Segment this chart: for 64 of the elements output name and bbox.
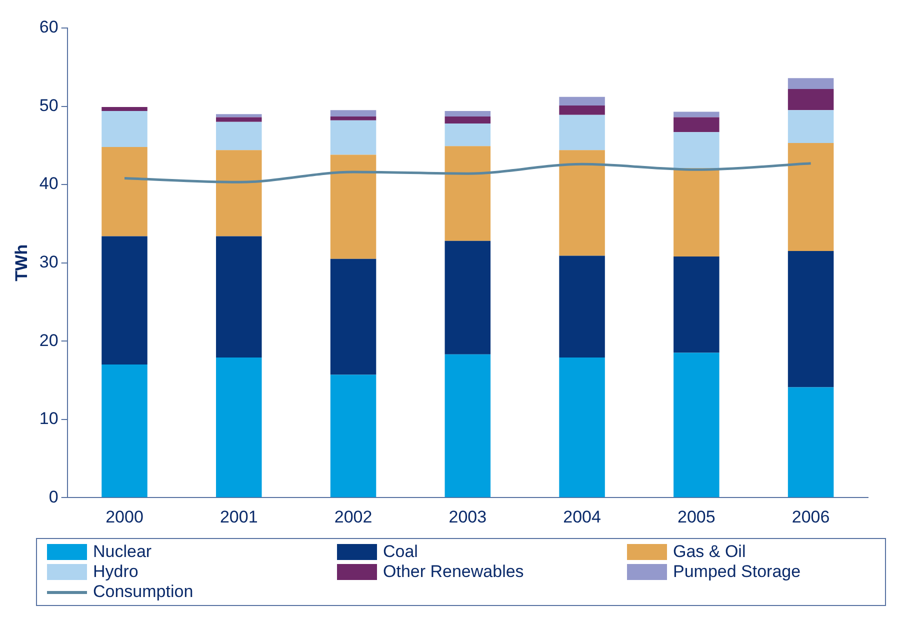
bar <box>330 110 376 116</box>
bar <box>102 146 148 236</box>
bar <box>559 114 605 150</box>
bar <box>674 132 720 168</box>
y-tick-label: 10 <box>39 409 58 428</box>
bar <box>788 78 834 90</box>
y-tick-label: 30 <box>39 252 58 272</box>
x-tick-label: 2005 <box>678 507 716 526</box>
bar <box>559 256 605 358</box>
bar <box>444 240 491 354</box>
bar <box>444 146 491 241</box>
y-tick-label: 40 <box>39 174 58 194</box>
x-tick-label: 2003 <box>448 507 487 526</box>
y-tick-label: 0 <box>48 487 58 506</box>
bar <box>788 89 834 110</box>
bar <box>444 354 491 498</box>
legend-label: Coal <box>383 542 418 562</box>
bar <box>102 110 148 147</box>
bar <box>559 150 605 256</box>
bar <box>788 387 834 498</box>
y-tick-label: 60 <box>39 18 58 37</box>
bar <box>788 110 834 144</box>
x-tick-label: 2000 <box>106 507 144 526</box>
y-tick-label: 20 <box>39 330 58 350</box>
legend-label: Nuclear <box>93 542 152 562</box>
x-tick-label: 2002 <box>334 507 372 526</box>
bar <box>559 358 605 498</box>
bar <box>216 117 262 122</box>
y-axis-title: TWh <box>12 244 31 282</box>
bar <box>444 123 491 146</box>
bar <box>674 256 720 353</box>
bar <box>674 112 720 118</box>
bar <box>102 107 148 111</box>
bar <box>330 374 376 498</box>
bar <box>330 120 376 155</box>
bar <box>559 105 605 115</box>
bar <box>444 116 491 124</box>
bar <box>330 154 376 259</box>
bar <box>216 236 262 358</box>
legend-label: Gas & Oil <box>673 542 746 562</box>
bar <box>102 236 148 365</box>
bar <box>330 258 376 375</box>
bar <box>444 110 491 116</box>
bar <box>330 116 376 120</box>
bar <box>216 150 262 236</box>
line-series <box>123 162 812 184</box>
bar <box>674 117 720 132</box>
y-tick-label: 50 <box>39 96 58 115</box>
bar <box>216 358 262 498</box>
legend-label: Pumped Storage <box>673 562 801 582</box>
bar <box>216 114 262 118</box>
legend-label: Consumption <box>93 582 194 602</box>
x-tick-label: 2006 <box>792 507 830 526</box>
x-tick-label: 2001 <box>220 507 258 526</box>
legend-label: Other Renewables <box>383 562 524 582</box>
bar <box>216 122 262 150</box>
bar <box>788 251 834 388</box>
bar <box>788 143 834 252</box>
bar <box>674 352 720 498</box>
bar <box>102 364 148 498</box>
legend-label: Hydro <box>93 562 138 582</box>
bar <box>559 96 605 106</box>
bar <box>674 168 720 257</box>
x-tick-label: 2004 <box>563 507 601 526</box>
